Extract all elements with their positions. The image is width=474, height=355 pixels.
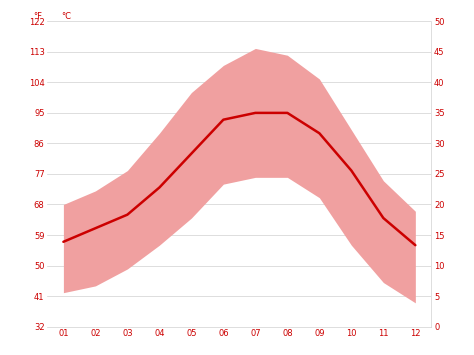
Text: °F: °F bbox=[34, 12, 43, 21]
Text: °C: °C bbox=[62, 12, 72, 21]
